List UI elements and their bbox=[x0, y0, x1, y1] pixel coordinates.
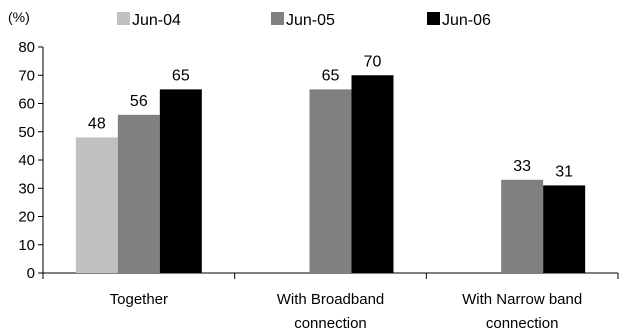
y-tick-label: 60 bbox=[18, 96, 35, 113]
bar-jun-06 bbox=[351, 75, 394, 273]
legend: Jun-04 Jun-05 Jun-06 bbox=[117, 12, 491, 29]
bar-jun-05 bbox=[309, 89, 352, 273]
bar-jun-05 bbox=[501, 179, 544, 273]
x-category-label-line: Together bbox=[110, 291, 168, 308]
y-tick-label: 50 bbox=[18, 124, 35, 141]
data-labels: 48 56 65 65 70 33 31 bbox=[88, 53, 573, 180]
legend-label: Jun-05 bbox=[286, 12, 335, 29]
bar-jun-06 bbox=[159, 89, 202, 273]
y-tick-label: 10 bbox=[18, 237, 35, 254]
x-category-label: Together bbox=[110, 291, 168, 308]
data-label: 48 bbox=[88, 115, 106, 132]
y-axis: 0 10 20 30 40 50 60 70 80 bbox=[18, 39, 44, 282]
data-label: 70 bbox=[364, 53, 382, 70]
bars bbox=[75, 75, 586, 273]
x-category-label-line: With Narrow band bbox=[462, 291, 582, 308]
data-label: 33 bbox=[513, 158, 531, 175]
data-label: 65 bbox=[322, 67, 340, 84]
y-unit-label: (%) bbox=[8, 9, 30, 25]
legend-swatch bbox=[271, 12, 284, 25]
x-category-label-line: connection bbox=[294, 315, 367, 332]
legend-swatch bbox=[117, 12, 130, 25]
y-tick-label: 30 bbox=[18, 180, 35, 197]
legend-label: Jun-06 bbox=[442, 12, 491, 29]
bar-jun-04 bbox=[75, 137, 118, 273]
y-tick-label: 0 bbox=[27, 265, 35, 282]
y-tick-label: 70 bbox=[18, 67, 35, 84]
data-label: 56 bbox=[130, 93, 148, 110]
x-category-label-line: With Broadband bbox=[277, 291, 385, 308]
bar-jun-06 bbox=[543, 185, 586, 273]
y-tick-label: 80 bbox=[18, 39, 35, 56]
bar-jun-05 bbox=[117, 114, 160, 273]
x-category-label: With Broadband connection bbox=[277, 291, 385, 332]
legend-swatch bbox=[427, 12, 440, 25]
x-category-label-line: connection bbox=[486, 315, 559, 332]
data-label: 31 bbox=[555, 163, 573, 180]
x-category-label: With Narrow band connection bbox=[462, 291, 582, 332]
y-tick-label: 40 bbox=[18, 152, 35, 169]
data-label: 65 bbox=[172, 67, 190, 84]
legend-label: Jun-04 bbox=[132, 12, 181, 29]
y-tick-label: 20 bbox=[18, 209, 35, 226]
